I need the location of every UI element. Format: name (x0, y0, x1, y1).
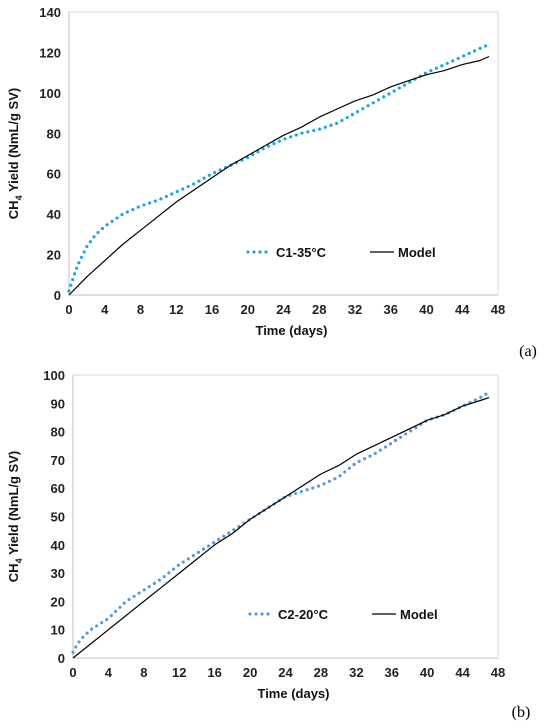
x-tick-label: 40 (419, 302, 433, 317)
x-tick-label: 8 (140, 665, 147, 680)
series-line-model (68, 55, 490, 296)
x-tick-label: 24 (276, 302, 291, 317)
y-tick-label: 30 (51, 566, 65, 581)
y-axis-title-rest: Yield (NmL/g SV) (6, 88, 21, 196)
x-tick-label: 44 (455, 665, 470, 680)
series-line-model (72, 397, 490, 659)
x-tick-label: 28 (312, 302, 326, 317)
y-axis-title-prefix: CH (6, 563, 21, 582)
y-tick-label: 20 (47, 248, 61, 263)
legend-label: C1-35°C (276, 245, 327, 260)
y-tick-label: 60 (51, 481, 65, 496)
y-tick-label: 60 (47, 167, 61, 182)
x-tick-label: 36 (384, 302, 398, 317)
y-tick-label: 40 (51, 538, 65, 553)
x-tick-label: 48 (491, 665, 505, 680)
x-tick-label: 32 (349, 665, 363, 680)
y-axis-title-subscript: 4 (14, 195, 24, 200)
y-tick-label: 50 (51, 510, 65, 525)
y-tick-label: 100 (39, 86, 61, 101)
x-tick-label: 12 (172, 665, 186, 680)
x-tick-label: 4 (105, 665, 113, 680)
y-tick-label: 90 (51, 396, 65, 411)
x-tick-label: 24 (278, 665, 293, 680)
panel-label: (a) (519, 343, 537, 360)
y-tick-label: 80 (47, 126, 61, 141)
y-tick-label: 120 (39, 45, 61, 60)
x-tick-label: 44 (455, 302, 470, 317)
y-axis-title-rest: Yield (NmL/g SV) (6, 451, 21, 559)
panel-label: (b) (512, 704, 531, 721)
y-axis-title: CH4 Yield (NmL/g SV) (6, 88, 24, 219)
x-axis-title: Time (days) (257, 686, 329, 701)
y-tick-label: 10 (51, 623, 65, 638)
legend-label: C2-20°C (278, 607, 329, 622)
x-tick-label: 4 (101, 302, 109, 317)
y-tick-label: 100 (43, 368, 65, 383)
y-tick-label: 0 (58, 651, 65, 666)
y-axis-title-subscript: 4 (14, 558, 24, 563)
x-tick-label: 12 (169, 302, 183, 317)
x-tick-label: 16 (207, 665, 221, 680)
legend-label: Model (400, 607, 438, 622)
y-tick-label: 20 (51, 594, 65, 609)
x-tick-label: 16 (205, 302, 219, 317)
x-tick-label: 40 (420, 665, 434, 680)
x-tick-label: 36 (385, 665, 399, 680)
y-tick-label: 140 (39, 5, 61, 20)
y-tick-label: 80 (51, 425, 65, 440)
x-tick-label: 48 (491, 302, 505, 317)
x-tick-label: 32 (348, 302, 362, 317)
y-tick-label: 0 (54, 288, 61, 303)
y-tick-label: 40 (47, 207, 61, 222)
y-axis-title: CH4 Yield (NmL/g SV) (6, 451, 24, 582)
x-tick-label: 0 (65, 302, 72, 317)
series-line-measured (67, 42, 491, 293)
x-tick-label: 20 (243, 665, 257, 680)
y-tick-label: 70 (51, 453, 65, 468)
y-axis-title-prefix: CH (6, 200, 21, 219)
x-tick-label: 0 (69, 665, 76, 680)
x-tick-label: 28 (314, 665, 328, 680)
x-tick-label: 20 (241, 302, 255, 317)
x-axis-title: Time (days) (255, 323, 327, 338)
x-tick-label: 8 (137, 302, 144, 317)
legend-label: Model (398, 245, 436, 260)
